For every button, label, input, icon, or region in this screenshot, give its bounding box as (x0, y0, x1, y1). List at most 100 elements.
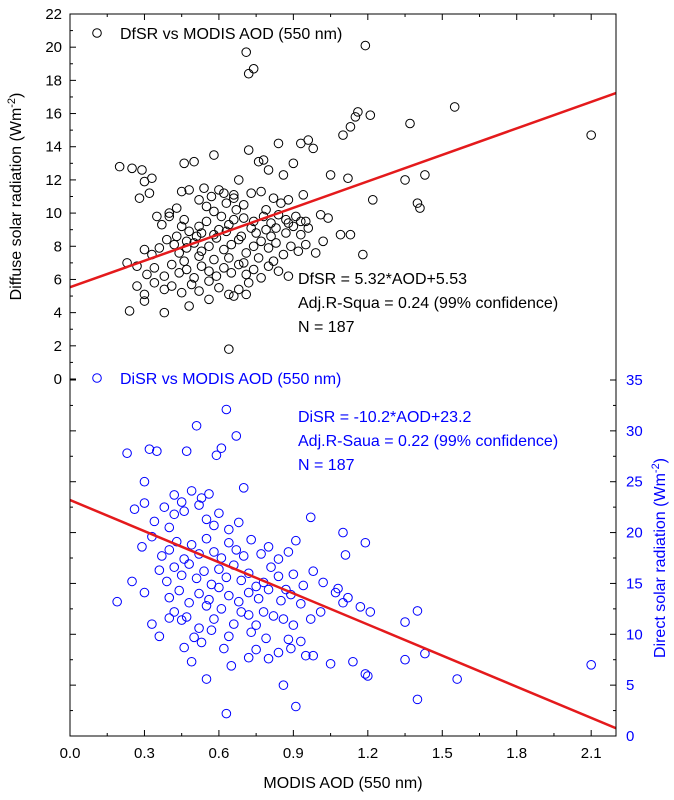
disr-point (291, 701, 301, 712)
disr-point (209, 547, 219, 557)
dfsr-point (219, 263, 229, 273)
disr-point (149, 516, 160, 527)
disr-point (176, 497, 187, 507)
dfsr-point (204, 276, 214, 286)
dfsr-point (219, 244, 229, 255)
dfsr-point (241, 248, 252, 258)
dfsr-point (224, 219, 234, 230)
disr-point (308, 650, 319, 661)
disr-point (191, 573, 202, 584)
y-left-tick-label: 18 (45, 72, 62, 89)
disr-point (325, 658, 336, 669)
disr-point (261, 633, 271, 644)
dfsr-point (142, 269, 152, 280)
disr-point (231, 431, 242, 441)
x-tick-label: 0.9 (283, 745, 304, 762)
y-left-tick-label: 12 (45, 172, 62, 189)
dfsr-point (246, 188, 256, 198)
disr-point (169, 607, 180, 617)
disr-point (219, 643, 229, 654)
dfsr-point (318, 236, 328, 247)
dfsr-point (263, 261, 274, 271)
disr-point (164, 613, 175, 623)
disr-point (412, 694, 423, 705)
disr-point (273, 647, 284, 658)
disr-point (318, 577, 328, 588)
dfsr-point (367, 195, 378, 205)
disr-point (181, 446, 192, 457)
dfsr-point (310, 248, 321, 258)
dfsr-point (300, 216, 311, 227)
x-tick-label: 0.0 (60, 745, 81, 762)
y-right-axis-label: Direct solar radiation (Wm-2) (650, 458, 669, 658)
dfsr-point (219, 188, 229, 198)
disr-point (194, 549, 204, 559)
dfsr-point (139, 244, 150, 255)
disr-point (278, 680, 289, 690)
dfsr-point (258, 155, 269, 165)
disr-point (216, 604, 227, 614)
disr-point (184, 597, 194, 608)
dfsr-point (335, 229, 346, 240)
dfsr-point (233, 175, 244, 185)
disr-point (127, 576, 137, 587)
disr-point (176, 570, 187, 581)
disr-point (206, 625, 217, 636)
disr-point (176, 615, 187, 625)
dfsr-point (296, 229, 306, 240)
dfsr-point (164, 211, 175, 222)
disr-point (288, 569, 299, 580)
y-left-label-sup: -2 (6, 98, 18, 108)
disr-point (338, 527, 348, 538)
y-right-tick-label: 5 (626, 677, 634, 694)
dfsr-point (184, 185, 194, 195)
dfsr-point (281, 228, 291, 238)
disr-point (291, 535, 301, 546)
disr-point (201, 514, 212, 525)
dfsr-point (273, 138, 284, 149)
dfsr-point (243, 145, 254, 155)
dfsr-point (176, 186, 187, 197)
dfsr-point (149, 263, 160, 273)
disr-point (211, 450, 222, 461)
y-left-tick-label: 4 (54, 305, 62, 322)
disr-point (139, 498, 150, 508)
dfsr-point (278, 170, 289, 180)
dfsr-point (214, 185, 224, 195)
disr-point (122, 448, 132, 459)
dfsr-legend-marker (92, 28, 102, 38)
disr-point (283, 547, 294, 557)
dfsr-point (236, 231, 247, 242)
dfsr-point (194, 286, 204, 296)
disr-point (315, 607, 326, 617)
dfsr-point (179, 256, 189, 267)
disr-point (214, 508, 224, 519)
dfsr-point (288, 221, 299, 232)
dfsr-point (189, 272, 199, 283)
disr-point (300, 650, 311, 661)
dfsr-annotation-line: Adj.R-Squa = 0.24 (99% confidence) (298, 295, 558, 312)
dfsr-point (194, 195, 204, 205)
dfsr-fit-line (70, 91, 616, 289)
disr-point (112, 596, 122, 607)
dfsr-point (154, 243, 165, 253)
dfsr-point (278, 249, 289, 260)
dfsr-point (303, 223, 314, 233)
direct-panel: 0 5 10 15 20 25 30 35 Direct solar radiation (Wm… (70, 371, 669, 745)
y-left-axis-label: Diffuse solar radiation (Wm-2) (6, 93, 25, 301)
dfsr-point (204, 241, 214, 252)
disr-point (348, 656, 358, 667)
dfsr-point (412, 198, 423, 208)
dfsr-point (353, 107, 363, 117)
dfsr-point (400, 175, 410, 185)
dfsr-point (261, 204, 271, 215)
dfsr-point (298, 190, 309, 200)
disr-point (363, 671, 373, 681)
dfsr-point (209, 206, 219, 217)
dfsr-point (256, 236, 266, 247)
dfsr-point (308, 143, 319, 154)
dfsr-point (256, 272, 266, 283)
dfsr-point (266, 231, 276, 242)
dfsr-point (263, 165, 274, 175)
